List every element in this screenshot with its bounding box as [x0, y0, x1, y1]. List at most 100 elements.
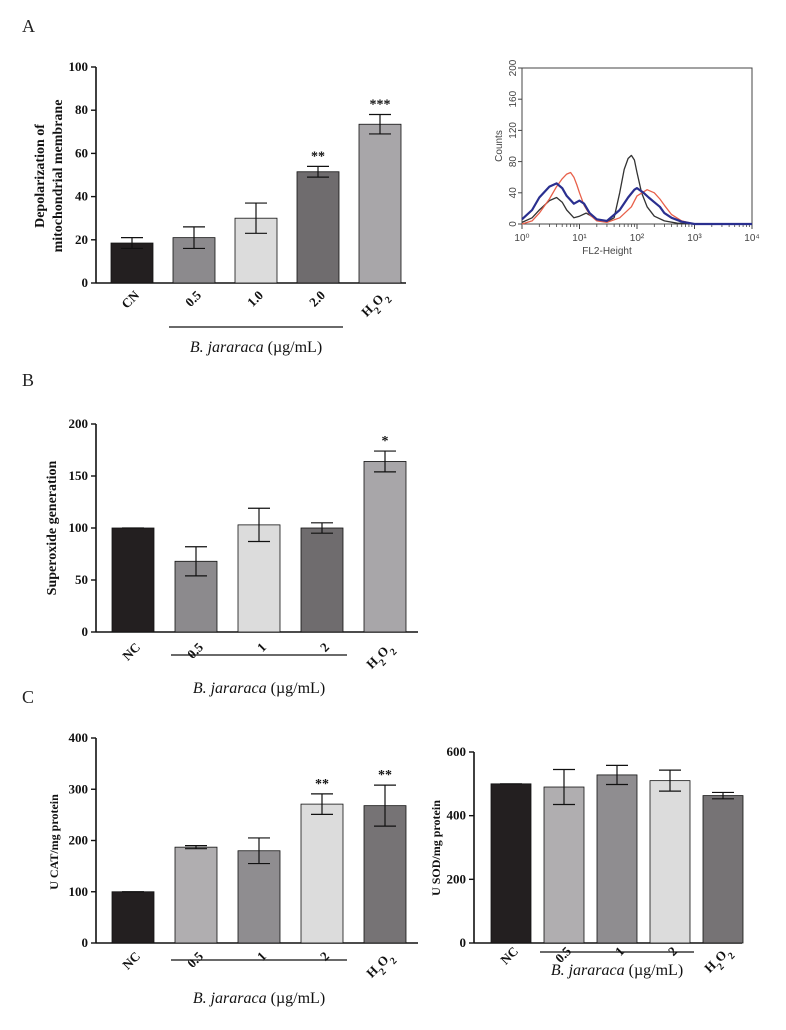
- a-bar-significance-3: **: [311, 149, 325, 164]
- c-sod-group-label-species: B. jararaca: [551, 962, 629, 979]
- a-bar-y-tick-label-1: 20: [75, 232, 88, 247]
- panel-label-b: B: [22, 370, 34, 390]
- a-bar-tick-label-3: 2.0: [306, 288, 328, 310]
- c-cat-tick-label-2: 1: [254, 949, 269, 964]
- c-cat-significance-3: **: [315, 777, 329, 792]
- c-sod-y-tick-label-0: 0: [460, 935, 467, 950]
- c-sod-y-axis-label: U SOD/mg protein: [429, 800, 443, 896]
- b-bar-tick-label-1: 0.5: [184, 639, 206, 661]
- a-flow-y-tick-label-4: 160: [508, 90, 519, 107]
- a-bar-tick-label-1: 0.5: [182, 287, 204, 309]
- a-bar-y-axis-label-line-1: Depolarization of: [33, 124, 48, 228]
- a-bar-y-tick-label-2: 40: [75, 189, 88, 204]
- a-flow-x-tick-label-1: 10¹: [572, 233, 587, 244]
- a-flow-y-tick-label-2: 80: [508, 156, 519, 168]
- b-bar-tick-label-4-part-3: 2: [388, 646, 399, 657]
- a-flow-x-tick-label-2: 10²: [630, 233, 645, 244]
- b-bar-bar-2: [237, 524, 281, 633]
- a-flow-x-tick-label-0: 10⁰: [514, 233, 529, 244]
- b-bar-group-label-unit: (µg/mL): [271, 680, 326, 697]
- c-cat-tick-label-3: 2: [317, 949, 332, 964]
- c-cat-tick-label-4-part-1: 2: [377, 966, 388, 977]
- panel-label-a: A: [22, 16, 35, 36]
- c-cat-bar-4: [363, 805, 407, 944]
- c-sod-bar-1: [543, 786, 585, 944]
- b-bar-significance-4: *: [382, 434, 389, 449]
- a-bar-y-tick-label-4: 80: [75, 102, 88, 117]
- c-sod-tick-label-3: 2: [665, 944, 680, 959]
- b-bar-y-tick-label-3: 150: [69, 468, 89, 483]
- b-bar-y-tick-label-2: 100: [69, 520, 89, 535]
- a-bar-tick-label-4-part-1: 2: [372, 305, 383, 316]
- a-flow-series-0: [521, 154, 752, 225]
- b-bar-y-tick-label-0: 0: [82, 624, 89, 639]
- c-cat-y-tick-label-2: 200: [69, 833, 89, 848]
- c-sod-bar-2: [596, 774, 638, 944]
- c-cat-tick-label-1: 0.5: [184, 948, 206, 970]
- a-flow-y-axis-label: Counts: [494, 130, 505, 162]
- a-bar-tick-label-4-part-3: 2: [383, 294, 394, 305]
- b-bar-bar-0: [111, 527, 155, 633]
- a-bar-bar-4: [358, 123, 402, 284]
- a-bar-bar-3: [296, 171, 340, 284]
- c-cat-group-label-unit: (µg/mL): [271, 990, 326, 1007]
- a-flow-y-tick-label-1: 40: [508, 187, 519, 199]
- c-cat-y-tick-label-4: 400: [69, 730, 89, 745]
- a-bar-tick-label-0: CN: [118, 287, 142, 311]
- c-sod-tick-label-4: H2O2: [701, 944, 737, 980]
- c-sod-group-label-unit: (µg/mL): [629, 962, 684, 979]
- c-cat-bar-3: [300, 803, 344, 944]
- a-flow-y-tick-label-3: 120: [508, 122, 519, 139]
- c-sod-y-tick-label-1: 200: [447, 871, 467, 886]
- c-cat-y-tick-label-0: 0: [82, 935, 89, 950]
- a-bar-group-label: B. jararaca (µg/mL): [190, 339, 322, 356]
- b-bar-bar-4: [363, 461, 407, 633]
- a-flow-x-axis-label: FL2-Height: [582, 246, 632, 257]
- c-cat-bar-1: [174, 846, 218, 944]
- c-cat-bar-0: [111, 891, 155, 944]
- a-flow-x-tick-label-4: 10⁴: [744, 233, 759, 244]
- c-cat-tick-label-4: H2O2: [363, 949, 399, 985]
- a-bar-y-tick-label-3: 60: [75, 145, 88, 160]
- a-bar-group-label-unit: (µg/mL): [268, 339, 323, 356]
- a-bar-y-tick-label-5: 100: [69, 59, 89, 74]
- a-bar-y-axis-label-line-2: mitochondrial membrane: [51, 100, 66, 253]
- b-bar-group-label: B. jararaca (µg/mL): [193, 680, 325, 697]
- a-flow-series-2: [521, 182, 752, 226]
- c-cat-bar-2: [237, 850, 281, 944]
- a-bar-tick-label-2: 1.0: [244, 288, 266, 310]
- a-bar-y-tick-label-0: 0: [82, 275, 89, 290]
- a-bar-tick-label-4: H2O2: [358, 288, 394, 324]
- c-sod-bar-4: [702, 795, 744, 944]
- b-bar-y-tick-label-1: 50: [75, 572, 88, 587]
- b-bar-tick-label-0: NC: [119, 640, 143, 664]
- c-cat-y-tick-label-1: 100: [69, 884, 89, 899]
- b-bar-tick-label-4-part-1: 2: [377, 657, 388, 668]
- c-sod-tick-label-4-part-3: 2: [726, 950, 737, 961]
- a-flow-y-tick-label-5: 200: [508, 59, 519, 76]
- c-sod-y-tick-label-3: 600: [447, 744, 467, 759]
- c-sod-y-tick-label-2: 400: [447, 808, 467, 823]
- c-cat-group-label: B. jararaca (µg/mL): [193, 990, 325, 1007]
- c-cat-y-tick-label-3: 300: [69, 781, 89, 796]
- c-sod-group-label: B. jararaca (µg/mL): [551, 962, 683, 979]
- c-sod-bar-3: [649, 780, 691, 944]
- b-bar-y-axis-label: Superoxide generation: [45, 460, 60, 595]
- c-sod-bar-0: [490, 783, 532, 944]
- c-cat-tick-label-0: NC: [119, 949, 143, 973]
- c-cat-significance-4: **: [378, 768, 392, 783]
- a-flow-y-tick-label-0: 0: [508, 221, 519, 227]
- c-sod-tick-label-2: 1: [612, 944, 627, 959]
- a-flow-x-tick-label-3: 10³: [687, 233, 702, 244]
- c-sod-tick-label-0: NC: [497, 944, 521, 968]
- a-bar-group-label-species: B. jararaca: [190, 339, 268, 356]
- c-cat-y-axis-label: U CAT/mg protein: [47, 794, 61, 890]
- b-bar-bar-3: [300, 527, 344, 633]
- panel-label-c: C: [22, 687, 34, 707]
- b-bar-tick-label-2: 1: [254, 640, 269, 655]
- a-bar-bar-0: [110, 242, 154, 284]
- a-flow-frame: [521, 67, 753, 225]
- c-cat-tick-label-4-part-3: 2: [388, 955, 399, 966]
- a-bar-significance-4: ***: [370, 98, 391, 113]
